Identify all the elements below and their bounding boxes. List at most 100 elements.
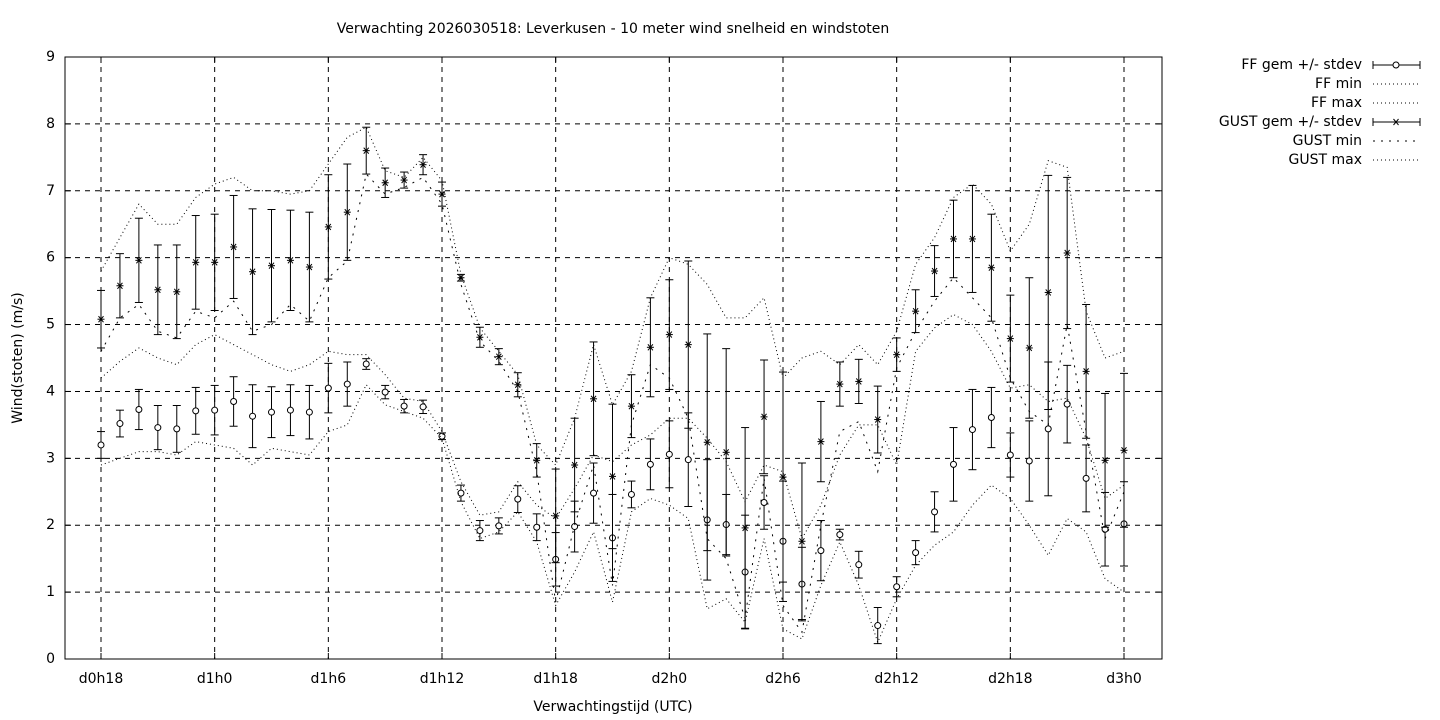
y-tick-label: 5 <box>46 317 55 333</box>
point-marker <box>457 274 465 282</box>
point-marker <box>514 381 522 389</box>
point-marker <box>97 315 105 323</box>
point-marker <box>173 288 181 296</box>
asterisk-stroke <box>836 380 843 388</box>
x-tick-label: d1h0 <box>197 671 233 687</box>
point-marker <box>590 395 598 403</box>
point-marker <box>722 448 730 456</box>
point-marker <box>684 341 692 348</box>
point-marker <box>268 262 275 270</box>
asterisk-stroke <box>742 524 748 532</box>
asterisk-stroke <box>230 243 237 251</box>
asterisk-stroke <box>344 208 351 216</box>
point-marker <box>533 523 541 531</box>
point-marker <box>381 179 389 187</box>
x-tick-label: d1h12 <box>420 671 464 687</box>
point-marker <box>571 461 579 469</box>
point-marker <box>495 353 503 360</box>
chart-title: Verwachting 2026030518: Leverkusen - 10 … <box>337 21 890 37</box>
asterisk-stroke <box>382 179 389 187</box>
point-marker <box>760 498 768 506</box>
point-marker <box>192 259 200 266</box>
asterisk-stroke <box>1083 368 1089 375</box>
point-marker <box>135 257 143 264</box>
x-tick-label: d2h0 <box>652 671 688 687</box>
x-tick-label: d2h6 <box>765 671 801 687</box>
asterisk-stroke <box>1064 249 1071 257</box>
point-marker <box>343 380 351 388</box>
asterisk-stroke <box>552 512 559 520</box>
asterisk-stroke <box>477 333 483 341</box>
point-marker <box>1101 457 1109 464</box>
point-marker <box>665 450 673 458</box>
point-marker <box>1063 249 1071 257</box>
point-marker <box>173 425 181 433</box>
y-tick-label: 6 <box>46 250 55 266</box>
point-marker <box>476 333 484 341</box>
asterisk-stroke <box>1121 446 1127 454</box>
point-marker <box>968 235 976 243</box>
point-marker <box>931 267 939 275</box>
point-marker <box>362 360 370 368</box>
point-marker <box>836 531 844 539</box>
point-marker <box>703 438 711 446</box>
plot-frame <box>64 56 1163 660</box>
point-marker <box>950 460 957 468</box>
y-tick-label: 0 <box>46 651 55 667</box>
asterisk-stroke <box>685 341 692 348</box>
asterisk-stroke <box>325 223 332 231</box>
asterisk-stroke <box>192 259 199 266</box>
legend-label: FF max <box>1311 95 1362 111</box>
y-tick-label: 1 <box>46 584 55 600</box>
asterisk-stroke <box>117 282 123 290</box>
point-marker <box>684 456 692 464</box>
asterisk-stroke <box>912 307 919 315</box>
asterisk-stroke <box>401 176 407 184</box>
point-marker <box>230 397 238 405</box>
point-marker <box>476 527 484 535</box>
x-tick-label: d2h18 <box>988 671 1032 687</box>
asterisk-stroke <box>439 190 445 198</box>
legend-marker <box>1392 61 1400 69</box>
x-tick-label: d3h0 <box>1106 671 1142 687</box>
point-marker <box>286 406 294 414</box>
point-marker <box>286 257 294 264</box>
x-axis-label: Verwachtingstijd (UTC) <box>533 699 692 715</box>
asterisk-stroke <box>874 416 881 423</box>
point-marker <box>968 426 976 434</box>
point-marker <box>1006 335 1014 342</box>
point-marker <box>987 264 995 272</box>
asterisk-stroke <box>306 263 313 271</box>
point-marker <box>97 441 105 449</box>
x-tick-label: d0h18 <box>79 671 123 687</box>
point-marker <box>590 489 598 497</box>
point-marker <box>855 561 863 569</box>
asterisk-stroke <box>950 235 957 243</box>
point-marker <box>912 549 920 557</box>
asterisk-stroke <box>704 438 711 446</box>
asterisk-stroke <box>609 473 616 480</box>
point-marker <box>817 438 825 445</box>
point-marker <box>268 408 275 416</box>
asterisk-stroke <box>136 257 142 264</box>
x-tick-label: d2h12 <box>874 671 918 687</box>
point-marker <box>400 402 408 410</box>
asterisk-stroke <box>268 262 275 270</box>
point-marker <box>665 331 673 338</box>
y-tick-label: 2 <box>46 517 55 533</box>
asterisk-stroke <box>780 473 786 481</box>
x-tick-label: d1h6 <box>311 671 347 687</box>
point-marker <box>760 413 768 421</box>
asterisk-stroke <box>533 457 540 464</box>
asterisk-stroke <box>154 286 161 294</box>
asterisk-stroke <box>723 448 730 456</box>
point-marker <box>627 402 635 410</box>
point-marker <box>817 547 825 555</box>
point-marker <box>116 282 124 290</box>
point-marker <box>779 473 787 481</box>
point-marker <box>855 378 863 385</box>
point-marker <box>362 147 370 154</box>
y-tick-label: 4 <box>46 383 55 399</box>
point-marker <box>931 508 939 516</box>
